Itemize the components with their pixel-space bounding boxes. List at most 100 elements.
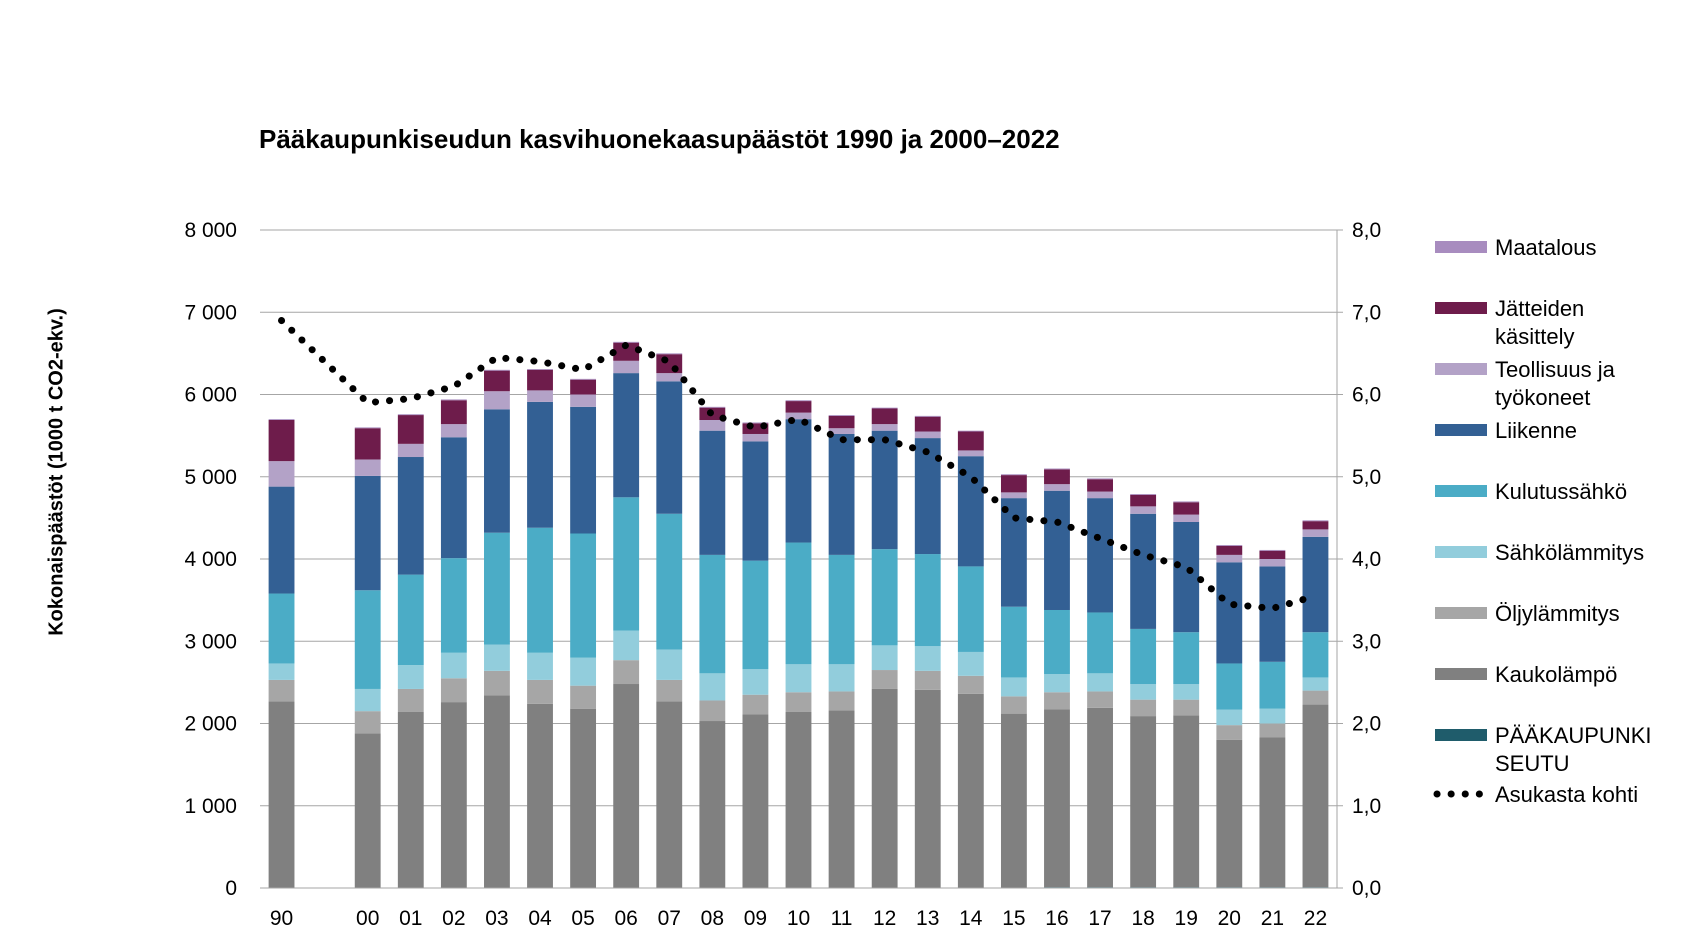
bar-segment bbox=[1000, 492, 1027, 499]
bar-segment bbox=[1087, 612, 1113, 674]
bar-segment bbox=[1044, 692, 1070, 710]
y-tick-label-right: 8,0 bbox=[1352, 219, 1381, 242]
bar-segment bbox=[440, 702, 467, 888]
bar-segment bbox=[1259, 737, 1286, 888]
bar-segment bbox=[1000, 606, 1027, 678]
x-tick-label: 90 bbox=[270, 907, 293, 930]
bar-segment bbox=[1130, 494, 1157, 507]
x-tick-label: 12 bbox=[873, 907, 896, 930]
bar-segment bbox=[440, 652, 467, 679]
bar-segment bbox=[1302, 677, 1329, 691]
bar-segment bbox=[354, 590, 381, 689]
bar-segment bbox=[1216, 739, 1243, 888]
bar-segment bbox=[484, 409, 510, 533]
x-tick-label: 22 bbox=[1304, 907, 1327, 930]
legend-label: Liikenne bbox=[1495, 418, 1577, 443]
legend: Maatalous Jätteiden käsittely Teollisuus ja… bbox=[1433, 235, 1652, 807]
bar-segment bbox=[1259, 550, 1286, 559]
bar-segment bbox=[828, 710, 855, 888]
bar-segment bbox=[1044, 609, 1070, 675]
bar-segment bbox=[484, 670, 510, 696]
bar-segment bbox=[828, 433, 855, 555]
bar-segment bbox=[1216, 545, 1243, 555]
bar-segment bbox=[527, 369, 553, 370]
bar-segment bbox=[268, 701, 295, 888]
bar-segment bbox=[871, 688, 898, 888]
x-tick-label: 01 bbox=[399, 907, 422, 930]
legend-label: Kaukolämpö bbox=[1495, 662, 1617, 687]
chart-title: Pääkaupunkiseudun kasvihuonekaasupäästöt… bbox=[259, 124, 1060, 154]
bar-segment bbox=[1044, 674, 1070, 693]
bar-segment bbox=[570, 406, 597, 534]
legend-swatch bbox=[1435, 485, 1487, 497]
bar-segment bbox=[613, 497, 640, 631]
bar-segment bbox=[527, 703, 553, 888]
bar-segment bbox=[440, 558, 467, 653]
x-tick-label: 10 bbox=[787, 907, 810, 930]
y-tick-label-right: 4,0 bbox=[1352, 548, 1381, 571]
bar-segment bbox=[1130, 684, 1157, 700]
bar-segment bbox=[613, 630, 640, 661]
bar-segment bbox=[397, 688, 424, 712]
bar-segment bbox=[742, 441, 769, 561]
bar-segment bbox=[957, 675, 984, 694]
x-tick-label: 13 bbox=[916, 907, 939, 930]
bar-segment bbox=[354, 428, 381, 460]
bar-segment bbox=[656, 513, 683, 650]
bar-segment bbox=[656, 353, 683, 355]
bar-segment bbox=[1216, 554, 1243, 563]
bar-segment bbox=[1302, 521, 1329, 530]
bar-segment bbox=[1302, 690, 1329, 705]
bar-segment bbox=[957, 566, 984, 652]
bar-segment bbox=[1087, 707, 1113, 888]
bar-segment bbox=[397, 574, 424, 666]
y-tick-label-left: 3 000 bbox=[184, 630, 237, 653]
bar-segment bbox=[785, 711, 812, 888]
x-tick-label: 04 bbox=[528, 907, 552, 930]
bar-segment bbox=[699, 673, 726, 701]
bar-segment bbox=[268, 679, 295, 702]
bars bbox=[268, 341, 1329, 888]
bar-segment bbox=[1216, 562, 1243, 664]
bar-segment bbox=[570, 685, 597, 709]
bar-segment bbox=[871, 424, 898, 431]
bar-segment bbox=[699, 419, 726, 431]
bar-segment bbox=[1087, 691, 1113, 708]
bar-segment bbox=[871, 430, 898, 550]
x-tick-label: 02 bbox=[442, 907, 465, 930]
bar-segment bbox=[1173, 715, 1200, 888]
per-capita-dotted-line bbox=[278, 317, 1319, 612]
bar-segment bbox=[914, 670, 941, 690]
legend-label: Kulutussähkö bbox=[1495, 479, 1627, 504]
bar-segment bbox=[613, 373, 640, 498]
bar-segment bbox=[742, 669, 769, 695]
bar-segment bbox=[1216, 663, 1243, 710]
y-tick-label-left: 1 000 bbox=[184, 795, 237, 818]
legend-label: Öljylämmitys bbox=[1495, 601, 1620, 626]
bar-segment bbox=[1087, 478, 1113, 480]
bar-segment bbox=[1130, 699, 1157, 717]
bar-segment bbox=[1087, 498, 1113, 613]
bar-segment bbox=[527, 369, 553, 391]
x-tick-label: 20 bbox=[1218, 907, 1241, 930]
y-tick-label-right: 6,0 bbox=[1352, 384, 1381, 407]
x-tick-label: 15 bbox=[1002, 907, 1025, 930]
bar-segment bbox=[484, 695, 510, 888]
bar-segment bbox=[656, 649, 683, 680]
bar-segment bbox=[1259, 549, 1286, 551]
bar-segment bbox=[354, 427, 381, 429]
bar-segment bbox=[742, 422, 769, 424]
bar-segment bbox=[1302, 632, 1329, 678]
bar-segment bbox=[1044, 709, 1070, 888]
x-tick-label: 11 bbox=[831, 907, 853, 930]
x-tick-label: 17 bbox=[1088, 907, 1111, 930]
bar-segment bbox=[742, 423, 769, 434]
bar-segment bbox=[785, 419, 812, 543]
bar-segment bbox=[1259, 661, 1286, 709]
bar-segment bbox=[871, 645, 898, 671]
bar-segment bbox=[268, 663, 295, 680]
bar-segment bbox=[1302, 704, 1329, 888]
bar-segment bbox=[354, 711, 381, 734]
